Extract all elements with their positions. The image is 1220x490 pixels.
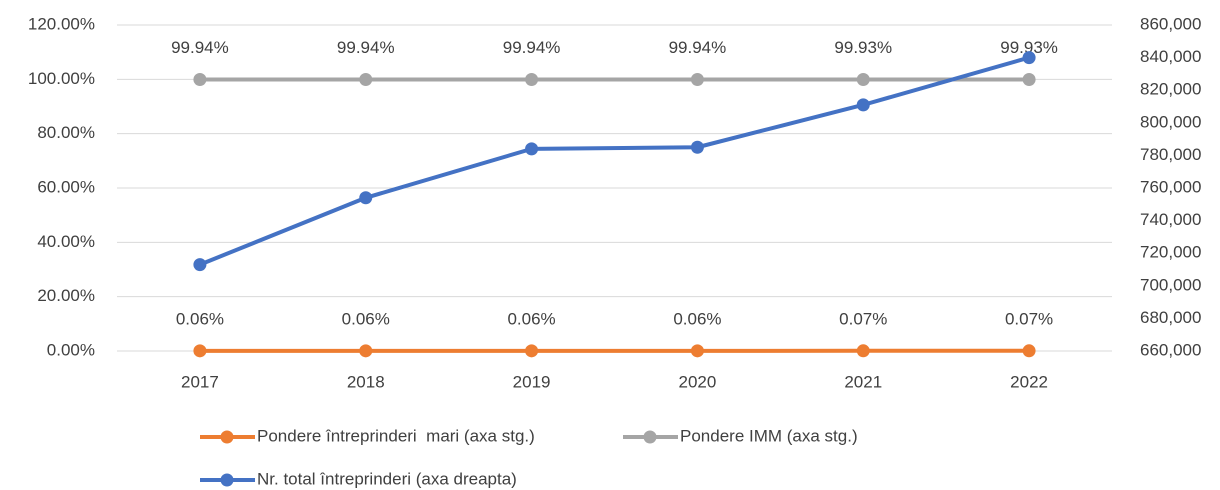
data-label: 99.93%: [1000, 38, 1058, 57]
y2-tick-label: 780,000: [1140, 145, 1201, 164]
point-marker: [525, 344, 539, 358]
y-tick-label: 0.00%: [47, 340, 95, 359]
series-line: [199, 55, 1030, 267]
data-label: 99.94%: [337, 38, 395, 57]
point-marker: [856, 98, 870, 112]
y2-tick-label: 820,000: [1140, 80, 1201, 99]
x-tick-label: 2022: [1010, 372, 1048, 391]
legend-label: Nr. total întreprinderi (axa dreapta): [257, 469, 517, 488]
legend-marker: [220, 473, 234, 487]
x-tick-label: 2017: [181, 372, 219, 391]
data-label: 0.07%: [1005, 309, 1053, 328]
y2-tick-label: 840,000: [1140, 47, 1201, 66]
data-label: 0.06%: [673, 309, 721, 328]
y-tick-label: 100.00%: [28, 69, 95, 88]
point-marker: [359, 344, 373, 358]
legend-marker: [643, 430, 657, 444]
y-tick-label: 40.00%: [37, 232, 95, 251]
point-marker: [690, 72, 704, 86]
y2-tick-label: 800,000: [1140, 112, 1201, 131]
point-marker: [359, 191, 373, 205]
data-label: 99.93%: [834, 38, 892, 57]
point-marker: [856, 344, 870, 358]
y-tick-label: 80.00%: [37, 123, 95, 142]
data-label: 0.07%: [839, 309, 887, 328]
point-marker: [525, 142, 539, 156]
x-tick-label: 2021: [844, 372, 882, 391]
y-tick-label: 60.00%: [37, 177, 95, 196]
point-marker: [193, 72, 207, 86]
x-tick-label: 2020: [679, 372, 717, 391]
data-label: 0.06%: [342, 309, 390, 328]
y2-tick-label: 680,000: [1140, 308, 1201, 327]
y2-tick-label: 740,000: [1140, 210, 1201, 229]
data-label: 99.94%: [669, 38, 727, 57]
point-marker: [856, 73, 870, 87]
point-marker: [359, 72, 373, 86]
data-label: 0.06%: [176, 309, 224, 328]
data-label: 99.94%: [171, 38, 229, 57]
y2-tick-label: 700,000: [1140, 275, 1201, 294]
point-marker: [193, 344, 207, 358]
y2-tick-label: 660,000: [1140, 340, 1201, 359]
point-marker: [690, 344, 704, 358]
legend-label: Pondere IMM (axa stg.): [680, 426, 858, 445]
y2-tick-label: 860,000: [1140, 14, 1201, 33]
data-label: 99.94%: [503, 38, 561, 57]
point-marker: [525, 72, 539, 86]
point-marker: [193, 258, 207, 272]
y-tick-label: 20.00%: [37, 286, 95, 305]
data-label: 0.06%: [507, 309, 555, 328]
point-marker: [690, 140, 704, 154]
y2-tick-label: 760,000: [1140, 177, 1201, 196]
legend-label: Pondere întreprinderi mari (axa stg.): [257, 426, 535, 445]
point-marker: [1022, 344, 1036, 358]
point-marker: [1022, 73, 1036, 87]
x-tick-label: 2019: [513, 372, 551, 391]
x-tick-label: 2018: [347, 372, 385, 391]
legend-marker: [220, 430, 234, 444]
point-marker: [1022, 51, 1036, 65]
y-tick-label: 120.00%: [28, 14, 95, 33]
y2-tick-label: 720,000: [1140, 243, 1201, 262]
